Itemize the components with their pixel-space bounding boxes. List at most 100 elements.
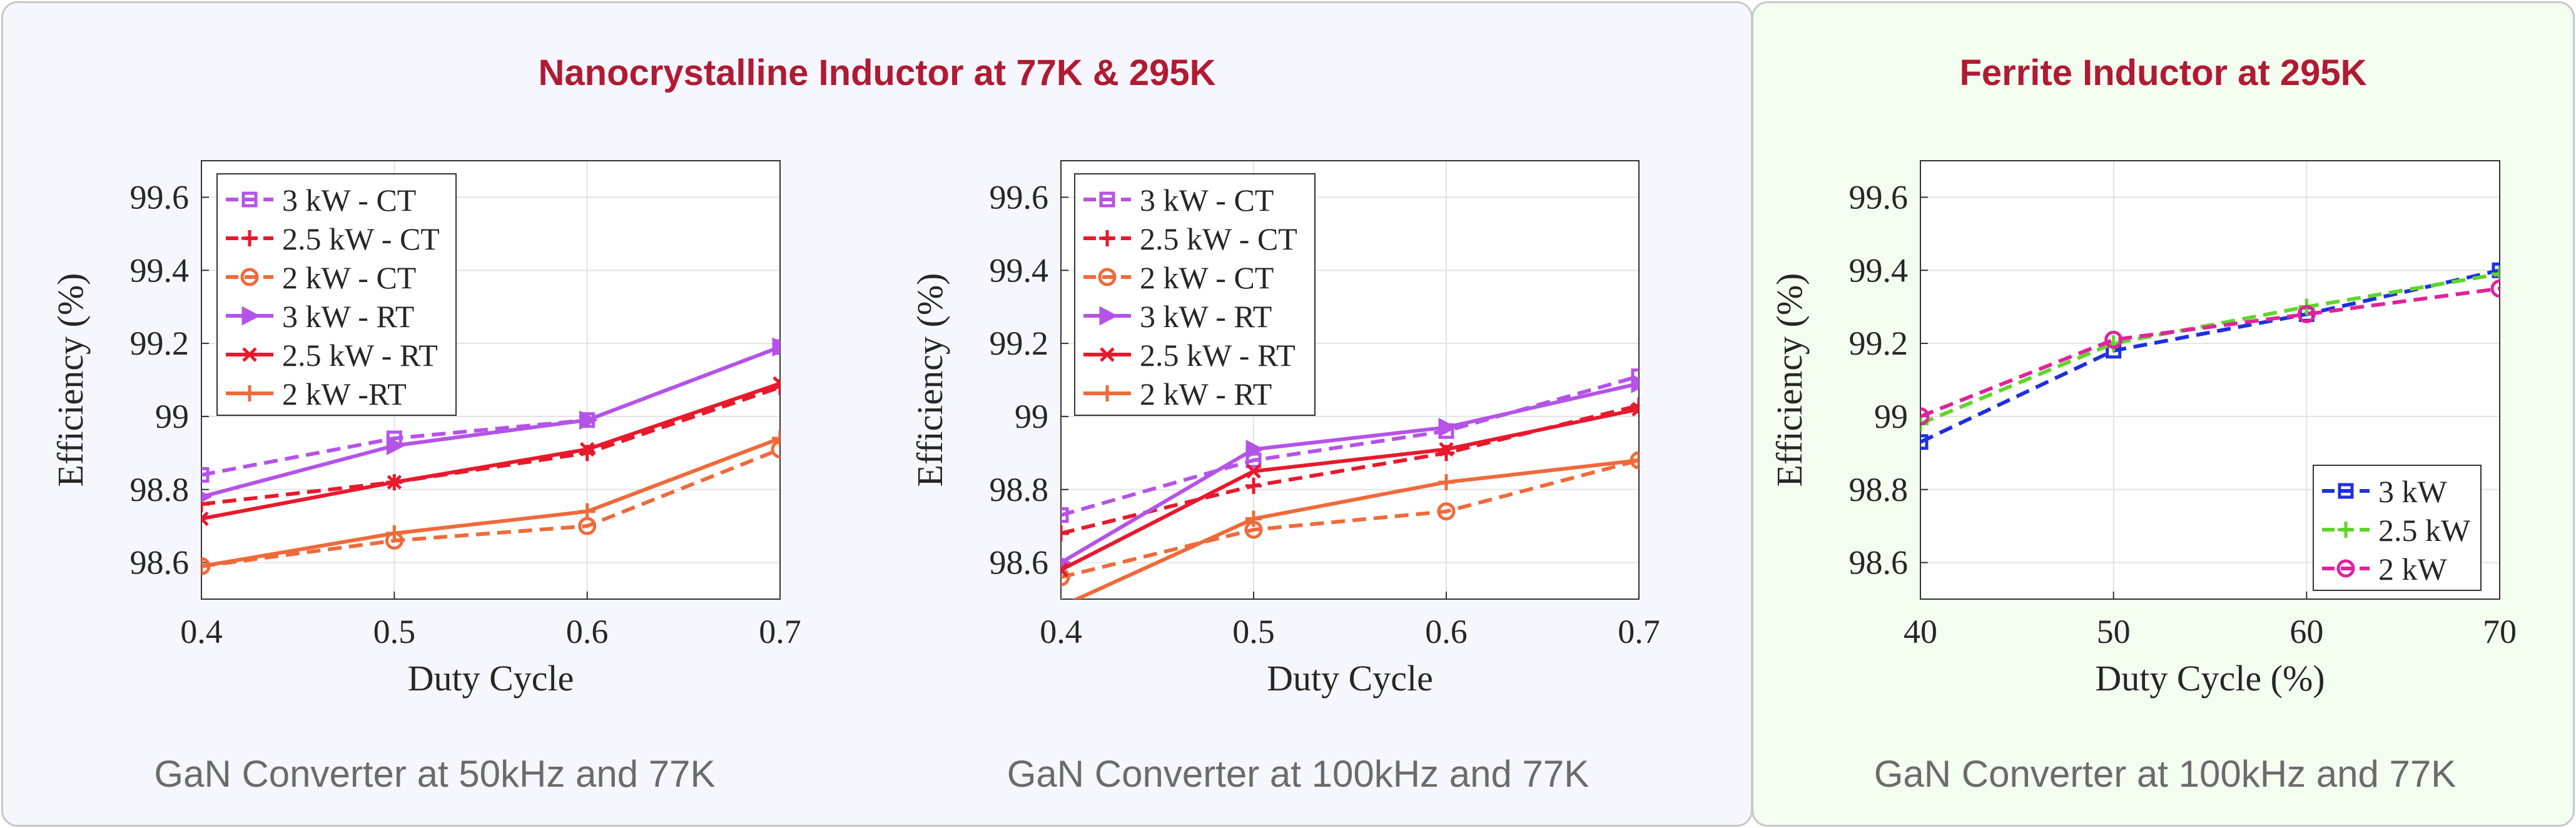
data-point xyxy=(1438,474,1454,491)
data-point xyxy=(2490,279,2500,298)
chart-1-caption: GaN Converter at 50kHz and 77K xyxy=(154,753,716,795)
x-axis-label: Duty Cycle (%) xyxy=(2095,658,2325,699)
axes-box xyxy=(1920,160,2500,600)
data-point xyxy=(1437,502,1456,521)
legend-marker xyxy=(1099,385,1115,401)
legend-marker xyxy=(241,191,258,208)
y-tick-label: 99.4 xyxy=(1849,251,1909,289)
data-point xyxy=(201,496,210,513)
data-point xyxy=(1920,407,1930,426)
data-point xyxy=(201,511,209,527)
data-point xyxy=(2104,330,2123,349)
legend-label: 2.5 kW - RT xyxy=(282,338,438,373)
x-tick-label: 0.7 xyxy=(1618,613,1660,650)
x-tick-label: 0.6 xyxy=(1425,613,1468,650)
legend-label: 3 kW - RT xyxy=(1140,299,1272,334)
right-panel-title: Ferrite Inductor at 295K xyxy=(1959,53,2367,93)
legend-label: 2 kW xyxy=(2378,552,2448,587)
data-point xyxy=(386,525,403,542)
data-point xyxy=(772,430,780,447)
data-point xyxy=(579,442,595,457)
series-line xyxy=(1061,381,1639,565)
y-tick-label: 99 xyxy=(1874,398,1908,435)
data-point xyxy=(386,436,405,456)
y-tick-label: 98.8 xyxy=(130,471,190,508)
legend-label: 2 kW - RT xyxy=(1140,376,1272,411)
series-line xyxy=(201,345,780,499)
data-point xyxy=(1631,452,1639,469)
data-point xyxy=(1920,434,1929,450)
data-point xyxy=(201,467,210,483)
data-point xyxy=(579,503,596,520)
y-tick-label: 99.6 xyxy=(1849,178,1909,216)
legend-box xyxy=(1074,173,1316,416)
y-axis-label: Efficiency (%) xyxy=(910,273,950,487)
legend-label: 3 kW - RT xyxy=(282,299,414,334)
legend-marker xyxy=(2336,559,2355,578)
y-axis-label: Efficiency (%) xyxy=(50,273,91,487)
x-axis-label: Duty Cycle xyxy=(408,658,574,699)
data-point xyxy=(1245,440,1265,459)
y-tick-label: 99.2 xyxy=(990,325,1049,362)
y-tick-label: 98.6 xyxy=(1849,544,1909,582)
data-point xyxy=(1920,415,1929,432)
legend-marker xyxy=(1099,230,1115,246)
series-line xyxy=(1072,458,1639,599)
x-tick-label: 50 xyxy=(2097,613,2131,650)
legend-marker xyxy=(241,306,261,326)
data-point xyxy=(2297,305,2316,323)
series-line xyxy=(1920,286,2500,418)
y-tick-label: 99.6 xyxy=(990,178,1049,216)
y-tick-label: 99.2 xyxy=(130,325,190,362)
series-line xyxy=(201,447,780,568)
data-point xyxy=(579,410,598,430)
data-point xyxy=(771,440,780,458)
left-panel-title: Nanocrystalline Inductor at 77K & 295K xyxy=(538,53,1216,93)
x-tick-label: 0.4 xyxy=(1040,613,1082,650)
data-point xyxy=(1061,557,1072,568)
x-tick-label: 40 xyxy=(1904,613,1937,650)
legend-marker xyxy=(240,268,259,286)
series-line xyxy=(1061,407,1639,572)
data-point xyxy=(2492,266,2500,283)
chart-2-caption: GaN Converter at 100kHz and 77K xyxy=(1007,753,1590,795)
legend-marker xyxy=(1098,268,1117,286)
legend-marker xyxy=(2338,483,2354,499)
legend-label: 2 kW - CT xyxy=(282,260,416,295)
x-tick-label: 0.5 xyxy=(373,613,416,650)
y-tick-label: 99 xyxy=(1015,398,1048,435)
data-point xyxy=(1245,477,1262,494)
series-line xyxy=(201,437,780,568)
data-point xyxy=(1439,442,1454,457)
data-point xyxy=(1438,417,1458,437)
y-tick-label: 99.4 xyxy=(130,251,190,289)
y-tick-label: 99.2 xyxy=(1849,325,1909,362)
data-point xyxy=(773,376,780,391)
legend-marker xyxy=(241,230,258,246)
y-tick-label: 98.8 xyxy=(1849,471,1909,508)
data-point xyxy=(201,558,210,575)
legend-label: 3 kW xyxy=(2378,474,2448,509)
y-tick-label: 99.4 xyxy=(990,251,1049,289)
y-tick-label: 98.6 xyxy=(990,544,1049,582)
x-tick-label: 60 xyxy=(2289,613,2323,650)
legend-label: 2.5 kW - CT xyxy=(1140,221,1297,256)
data-layer xyxy=(1920,262,2500,450)
data-point xyxy=(1061,568,1070,587)
data-point xyxy=(1061,562,1068,578)
legend-marker xyxy=(1099,306,1118,326)
data-point xyxy=(772,337,780,357)
x-tick-label: 0.4 xyxy=(180,613,223,650)
y-tick-label: 99 xyxy=(155,398,189,435)
data-point xyxy=(1061,507,1069,523)
x-tick-label: 0.7 xyxy=(759,613,801,650)
series-line xyxy=(1061,458,1639,579)
legend-marker xyxy=(242,347,257,362)
data-point xyxy=(1246,463,1261,479)
legend-marker xyxy=(2338,522,2354,538)
legend-label: 2.5 kW - RT xyxy=(1140,338,1296,373)
chart-3-caption: GaN Converter at 100kHz and 77K xyxy=(1874,753,2457,795)
x-axis-label: Duty Cycle xyxy=(1267,658,1433,699)
